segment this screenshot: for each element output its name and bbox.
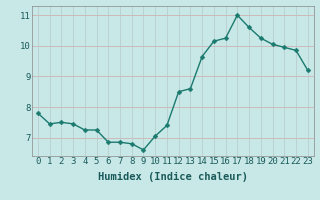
X-axis label: Humidex (Indice chaleur): Humidex (Indice chaleur)	[98, 172, 248, 182]
